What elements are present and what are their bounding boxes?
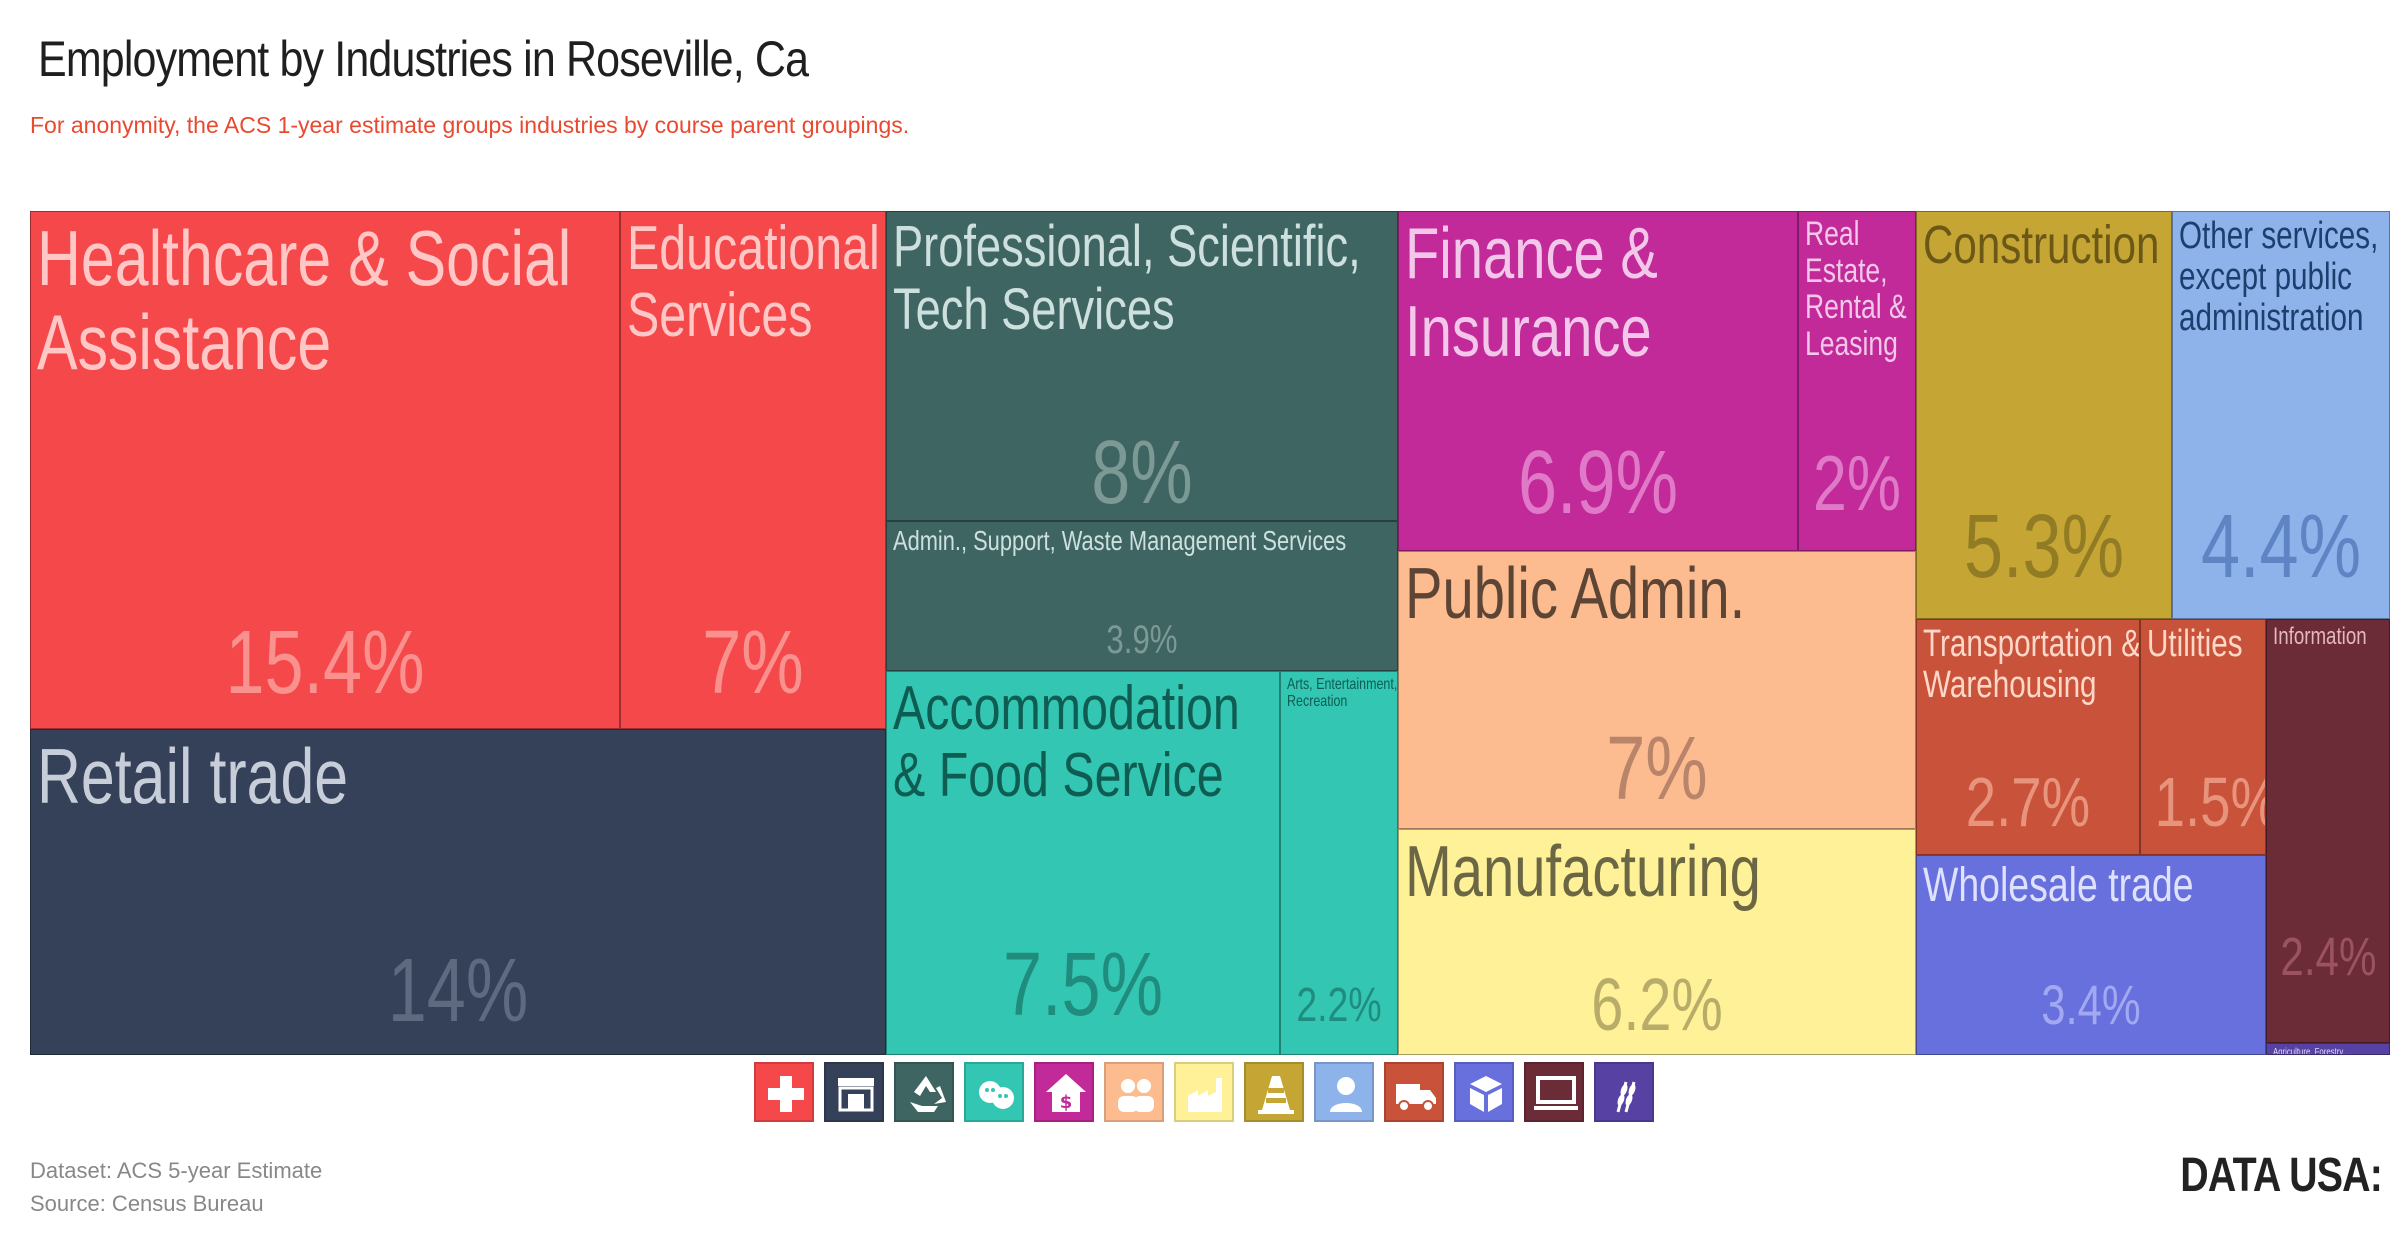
tile-label: Professional, Scientific, Tech Services [893,214,1361,342]
tile-value: 1.5% [2154,763,2265,841]
storefront-icon [838,1078,874,1112]
treemap-tile[interactable]: Healthcare & Social Assistance 15.4% [30,211,620,729]
tile-value: 2% [1813,439,1901,527]
treemap-tile[interactable]: Construction 5.3% [1916,211,2172,619]
tile-value: 2.2% [1296,979,1382,1032]
treemap-tile[interactable]: Information 2.4% [2266,619,2390,1043]
treemap-tile[interactable]: Transportation & Warehousing 2.7% [1916,619,2140,855]
tile-label: Utilities [2147,623,2243,665]
wheat-icon [1616,1081,1636,1113]
chart-subtitle: For anonymity, the ACS 1-year estimate g… [30,112,910,138]
tile-label: Arts, Entertainment, Recreation [1287,676,1398,711]
tile-label: Information [2273,623,2367,650]
tile-value: 3.4% [2041,973,2141,1036]
legend-item[interactable] [1454,1062,1514,1122]
treemap-tile[interactable]: Utilities 1.5% [2140,619,2266,855]
treemap-tile[interactable]: Other services, except public administra… [2172,211,2390,619]
tile-label: Accommodation & Food Service [893,674,1240,810]
treemap-tile[interactable]: Public Admin. 7% [1398,551,1916,829]
tile-value: 14% [387,941,529,1041]
treemap-tile[interactable]: Arts, Entertainment, Recreation 2.2% [1280,671,1398,1055]
treemap-tile[interactable]: Finance & Insurance 6.9% [1398,211,1798,551]
medical-cross-icon [768,1076,804,1112]
treemap-tile[interactable]: Manufacturing 6.2% [1398,829,1916,1055]
tile-label: Construction [1923,215,2160,275]
tile-label: Agriculture, Forestry,... [2273,1047,2352,1055]
legend-item[interactable] [1524,1062,1584,1122]
dataset-note: Dataset: ACS 5-year Estimate [30,1158,323,1183]
legend-item[interactable] [824,1062,884,1122]
factory-icon [1188,1078,1222,1112]
tile-value: 6.2% [1591,963,1723,1046]
tile-value: 7% [702,613,804,713]
people-icon [1118,1079,1154,1112]
tile-value: 8% [1091,423,1193,521]
treemap: Healthcare & Social Assistance 15.4% Educa… [30,211,2390,1055]
tile-label: Healthcare & Social Assistance [37,214,572,387]
tile-label: Finance & Insurance [1405,214,1658,372]
legend-item[interactable] [1244,1062,1304,1122]
source-note: Source: Census Bureau [30,1191,264,1216]
legend-item[interactable]: $ [1034,1062,1094,1122]
tile-value: 7.5% [1002,935,1163,1035]
legend-item[interactable] [894,1062,954,1122]
legend-item[interactable] [1384,1062,1444,1122]
treemap-tile[interactable]: Agriculture, Forestry,... [2266,1043,2390,1055]
legend: $ [0,1062,2408,1126]
legend-item[interactable] [754,1062,814,1122]
boxes-icon [1470,1076,1502,1112]
tile-value: 2.7% [1965,763,2091,841]
tile-value: 15.4% [225,613,425,713]
tile-value: 3.9% [1106,618,1178,662]
tile-value: 5.3% [1963,497,2124,597]
traffic-cone-icon [1258,1076,1294,1114]
tile-label: Transportation & Warehousing [1923,623,2140,707]
monitor-icon [1534,1076,1578,1110]
tile-label: Educational Services [627,214,880,350]
chart-title: Employment by Industries in Roseville, C… [38,31,809,87]
data-usa-logo[interactable]: DATA USA: [2180,1149,2383,1202]
person-icon [1330,1077,1362,1112]
recycle-icon [910,1076,946,1112]
legend-item[interactable] [964,1062,1024,1122]
tile-label: Manufacturing [1405,832,1761,912]
tile-value: 7% [1606,719,1708,819]
tile-label: Wholesale trade [1923,859,2194,912]
tile-label: Admin., Support, Waste Management Servic… [893,525,1347,556]
legend-item[interactable] [1314,1062,1374,1122]
treemap-tile[interactable]: Accommodation & Food Service 7.5% [886,671,1280,1055]
legend-item[interactable] [1594,1062,1654,1122]
house-dollar-icon: $ [1046,1074,1086,1113]
svg-text:$: $ [1060,1092,1073,1113]
treemap-tile[interactable]: Retail trade 14% [30,729,886,1055]
tile-label: Other services, except public administra… [2179,215,2379,340]
treemap-tile[interactable]: Real Estate, Rental & Leasing 2% [1798,211,1916,551]
tile-value: 2.4% [2280,927,2377,987]
theater-masks-icon [979,1081,1014,1109]
tile-label: Real Estate, Rental & Leasing [1805,215,1907,364]
legend-item[interactable] [1174,1062,1234,1122]
tile-label: Retail trade [37,732,349,820]
treemap-tile[interactable]: Professional, Scientific, Tech Services 8… [886,211,1398,521]
legend-item[interactable] [1104,1062,1164,1122]
tile-value: 4.4% [2200,497,2361,597]
tile-value: 6.9% [1517,433,1678,533]
tile-label: Public Admin. [1405,554,1746,634]
treemap-tile[interactable]: Wholesale trade 3.4% [1916,855,2266,1055]
truck-icon [1396,1084,1436,1112]
treemap-tile[interactable]: Admin., Support, Waste Management Servic… [886,521,1398,671]
treemap-tile[interactable]: Educational Services 7% [620,211,886,729]
